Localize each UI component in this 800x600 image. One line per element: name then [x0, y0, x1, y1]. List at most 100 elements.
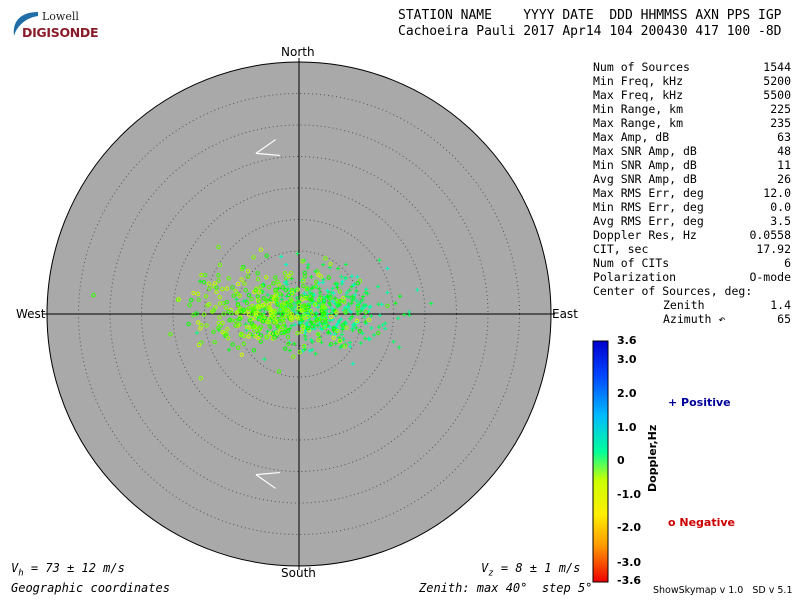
stat-row: Max Amp, dB 63	[593, 130, 791, 144]
negative-point	[196, 297, 201, 302]
negative-point	[272, 308, 278, 313]
negative-point	[223, 333, 228, 339]
positive-point	[348, 316, 353, 321]
negative-point	[291, 354, 296, 359]
colorbar-tick: -2.0	[617, 521, 642, 534]
negative-point	[337, 289, 343, 294]
negative-point	[300, 296, 305, 302]
negative-point	[244, 300, 250, 306]
negative-point	[314, 279, 319, 284]
negative-point	[225, 327, 230, 332]
legend-positive: + Positive	[668, 396, 731, 409]
stat-row: Max Freq, kHz 5500	[593, 88, 791, 102]
positive-point	[354, 288, 359, 293]
positive-point	[313, 351, 318, 356]
negative-point	[320, 303, 325, 308]
negative-point	[247, 325, 252, 330]
negative-point	[214, 285, 219, 290]
negative-point	[242, 309, 247, 315]
positive-point	[234, 297, 239, 302]
negative-point	[224, 286, 230, 291]
center-of-sources-title: Center of Sources, deg:	[593, 284, 753, 298]
negative-point	[216, 244, 221, 250]
positive-point	[376, 302, 381, 307]
negative-point	[216, 325, 221, 330]
positive-point	[314, 311, 319, 316]
negative-point	[212, 340, 217, 345]
negative-point	[260, 303, 266, 308]
negative-point	[331, 335, 336, 340]
colorbar-tick: 3.0	[617, 353, 637, 366]
velocity-arrow-icon	[255, 471, 280, 489]
negative-point	[271, 313, 276, 318]
positive-point	[320, 280, 325, 285]
negative-point	[295, 287, 300, 292]
negative-point	[241, 341, 247, 346]
positive-point	[360, 331, 365, 336]
negative-point	[266, 305, 271, 310]
velocity-arrow-stroke	[255, 471, 280, 476]
positive-point	[265, 292, 270, 297]
positive-point	[385, 290, 390, 295]
center-azimuth-row: Azimuth ↶ 65	[663, 312, 791, 326]
negative-point	[266, 284, 272, 290]
negative-point	[235, 302, 241, 307]
negative-point	[245, 269, 251, 274]
negative-point	[199, 323, 204, 328]
negative-point	[195, 291, 201, 296]
negative-point	[226, 276, 231, 281]
negative-point	[255, 271, 260, 276]
positive-point	[376, 325, 381, 330]
negative-point	[216, 273, 221, 278]
positive-point	[244, 298, 249, 303]
header-line2: Cachoeira Pauli 2017 Apr14 104 200430 41…	[398, 24, 782, 39]
negative-point	[274, 297, 279, 303]
positive-point	[369, 326, 374, 331]
positive-point	[361, 294, 366, 299]
negative-point	[229, 311, 234, 316]
colorbar-tick: -3.6	[617, 574, 642, 587]
stat-row: Min RMS Err, deg 0.0	[593, 200, 791, 214]
negative-point	[308, 308, 314, 314]
positive-point	[314, 310, 319, 315]
positive-point	[241, 299, 246, 304]
positive-point	[276, 286, 281, 291]
positive-point	[346, 295, 351, 300]
negative-point	[283, 346, 288, 351]
positive-point	[402, 312, 407, 317]
positive-point	[295, 251, 300, 256]
negative-point	[243, 288, 248, 293]
negative-point	[258, 247, 264, 252]
negative-point	[176, 297, 181, 302]
negative-point	[239, 277, 244, 282]
positive-point	[347, 288, 352, 293]
negative-point	[289, 317, 294, 323]
legend-negative: o Negative	[668, 516, 736, 529]
positive-point	[368, 304, 373, 309]
negative-point	[235, 323, 241, 328]
positive-point	[383, 326, 388, 331]
positive-point	[364, 287, 369, 292]
positive-point	[302, 291, 307, 296]
colorbar-tick: 2.0	[617, 387, 637, 400]
negative-point	[309, 297, 314, 302]
positive-point	[318, 290, 323, 295]
zenith-scale-label: Zenith: max 40° step 5°	[419, 581, 593, 595]
positive-point	[358, 309, 363, 314]
stat-row: Avg RMS Err, deg 3.5	[593, 214, 791, 228]
positive-point	[350, 361, 355, 366]
positive-point	[194, 330, 199, 335]
center-zenith-row: Zenith 1.4	[663, 298, 791, 312]
negative-point	[331, 326, 337, 331]
negative-point	[264, 253, 269, 258]
negative-point	[239, 309, 244, 314]
positive-point	[319, 340, 324, 345]
positive-point	[391, 339, 396, 344]
negative-point	[237, 293, 242, 298]
negative-point	[355, 281, 361, 286]
positive-point	[365, 291, 370, 296]
negative-point	[321, 313, 326, 318]
logo-line1: Lowell	[42, 10, 79, 23]
negative-point	[227, 317, 232, 323]
stat-row: Num of CITs 6	[593, 256, 791, 270]
